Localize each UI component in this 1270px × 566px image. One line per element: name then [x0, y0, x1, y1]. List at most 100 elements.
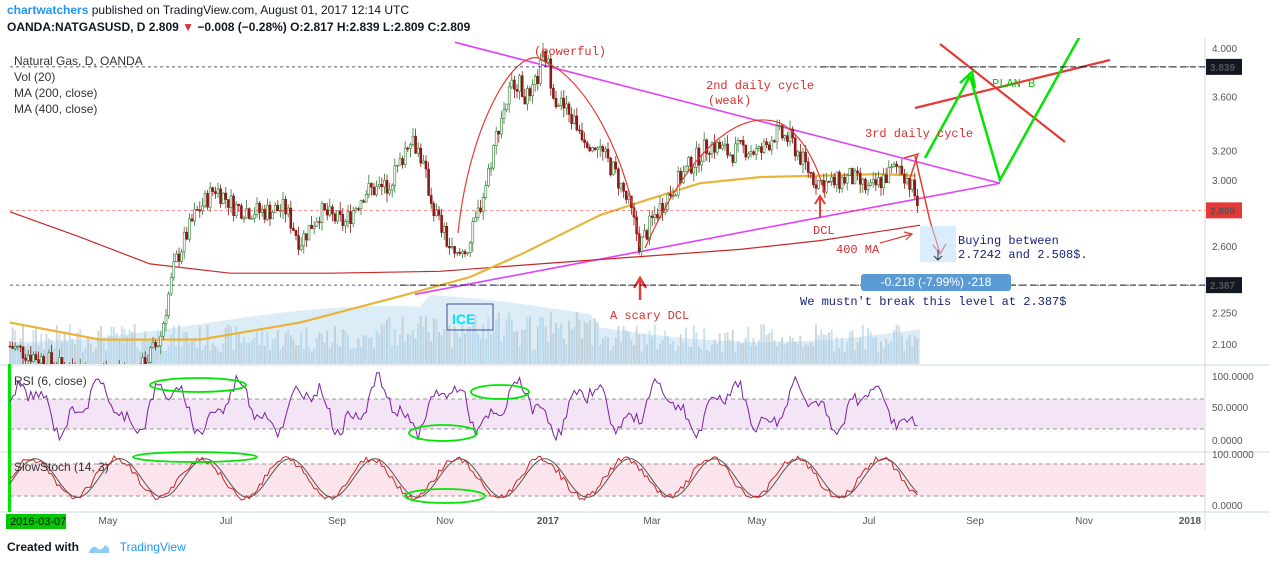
volume-bar [154, 337, 157, 364]
volume-bar [287, 329, 290, 364]
volume-bar [209, 350, 212, 364]
candle-body [611, 161, 615, 176]
volume-bar [230, 326, 232, 364]
price-tick-label: 3.600 [1212, 92, 1237, 103]
candle-body [476, 207, 480, 218]
volume-bar [708, 351, 711, 364]
volume-bar [620, 341, 622, 364]
price-tick-label: 2.250 [1212, 308, 1237, 319]
candle-body [468, 242, 472, 253]
candle-body [260, 208, 264, 213]
volume-bar [110, 326, 113, 364]
candle-body [674, 194, 677, 197]
candle-body [143, 357, 147, 364]
volume-bar [113, 326, 115, 364]
volume-bar [534, 348, 537, 364]
time-tick-label: Jul [220, 516, 233, 527]
volume-bar [781, 337, 784, 364]
candle-body [734, 143, 737, 163]
volume-bar [235, 325, 238, 364]
volume-bar [193, 337, 196, 364]
volume-bar [87, 338, 89, 364]
cycle-arc-1 [457, 57, 641, 249]
volume-bar [796, 344, 799, 364]
candle-body [871, 179, 875, 184]
candle-body [409, 144, 412, 149]
volume-bar [547, 342, 550, 364]
candle-body [700, 160, 703, 166]
volume-bar [529, 316, 531, 364]
volume-bar [833, 351, 836, 364]
candle-body [401, 158, 404, 165]
price-chart[interactable]: 4.000 3.600 3.200 3.000 2.600 2.250 2.100 3.839… [0, 38, 1270, 530]
candle-body [123, 371, 125, 372]
volume-bar [40, 333, 43, 364]
published-text: published on TradingView.com, August 01,… [91, 3, 410, 17]
candle-body [801, 151, 805, 165]
volume-bar [461, 323, 464, 364]
volume-bar [685, 327, 687, 364]
volume-bar [141, 341, 144, 364]
volume-bar [887, 343, 890, 364]
volume-bar [35, 326, 37, 364]
volume-bar [578, 319, 581, 364]
volume-bar [791, 338, 794, 364]
volume-bar [211, 343, 214, 364]
legend-title: Natural Gas, D, OANDA [14, 54, 143, 68]
volume-bar [484, 339, 487, 364]
candle-body [749, 151, 753, 155]
candle-body [273, 204, 277, 213]
volume-bar [269, 350, 271, 364]
candle-body [877, 177, 880, 186]
candle-body [201, 205, 204, 212]
volume-bar [412, 330, 414, 364]
main-pane[interactable] [0, 38, 1205, 364]
price-tick-label: 3.000 [1212, 176, 1237, 187]
candle-body [398, 158, 402, 166]
candle-body [570, 114, 573, 124]
candle-body [572, 115, 576, 124]
candle-body [162, 323, 165, 337]
volume-bar [115, 333, 118, 364]
candle-body [268, 204, 272, 220]
candle-body [429, 195, 433, 204]
candle-body [292, 227, 295, 231]
rsi-band [10, 399, 1205, 429]
volume-bar [588, 319, 591, 364]
candle-body [827, 181, 831, 183]
tradingview-link[interactable]: TradingView [119, 540, 186, 554]
volume-bar [776, 346, 778, 364]
candle-body [445, 226, 449, 247]
candle-body [208, 187, 212, 208]
candle-body [367, 183, 371, 195]
candle-body [848, 168, 852, 176]
volume-bar [334, 326, 336, 364]
candle-body [453, 246, 456, 254]
volume-bar [635, 326, 638, 364]
candle-body [121, 372, 123, 373]
candle-body [526, 88, 529, 105]
candle-body [450, 246, 454, 249]
candle-body [458, 252, 462, 254]
volume-bar [323, 342, 326, 364]
candle-body [851, 168, 854, 185]
volume-bar [292, 339, 295, 364]
candle-body [546, 58, 550, 63]
candle-body [684, 165, 688, 173]
volume-bar [765, 334, 768, 364]
candle-body [64, 366, 66, 374]
volume-bar [45, 333, 48, 364]
volume-bar [315, 338, 318, 364]
candle-body [250, 218, 254, 220]
volume-bar [703, 328, 706, 364]
rsi-label: RSI (6, close) [14, 374, 87, 388]
time-tick-label: May [99, 516, 118, 527]
candle-body [840, 177, 844, 189]
oscillator-highlight-ellipse [404, 488, 486, 504]
candle-body [393, 165, 397, 186]
candle-body [739, 140, 742, 142]
candle-body [255, 202, 259, 215]
candle-body [767, 144, 771, 151]
author-link[interactable]: chartwatchers [7, 3, 89, 17]
candle-body [60, 357, 64, 364]
